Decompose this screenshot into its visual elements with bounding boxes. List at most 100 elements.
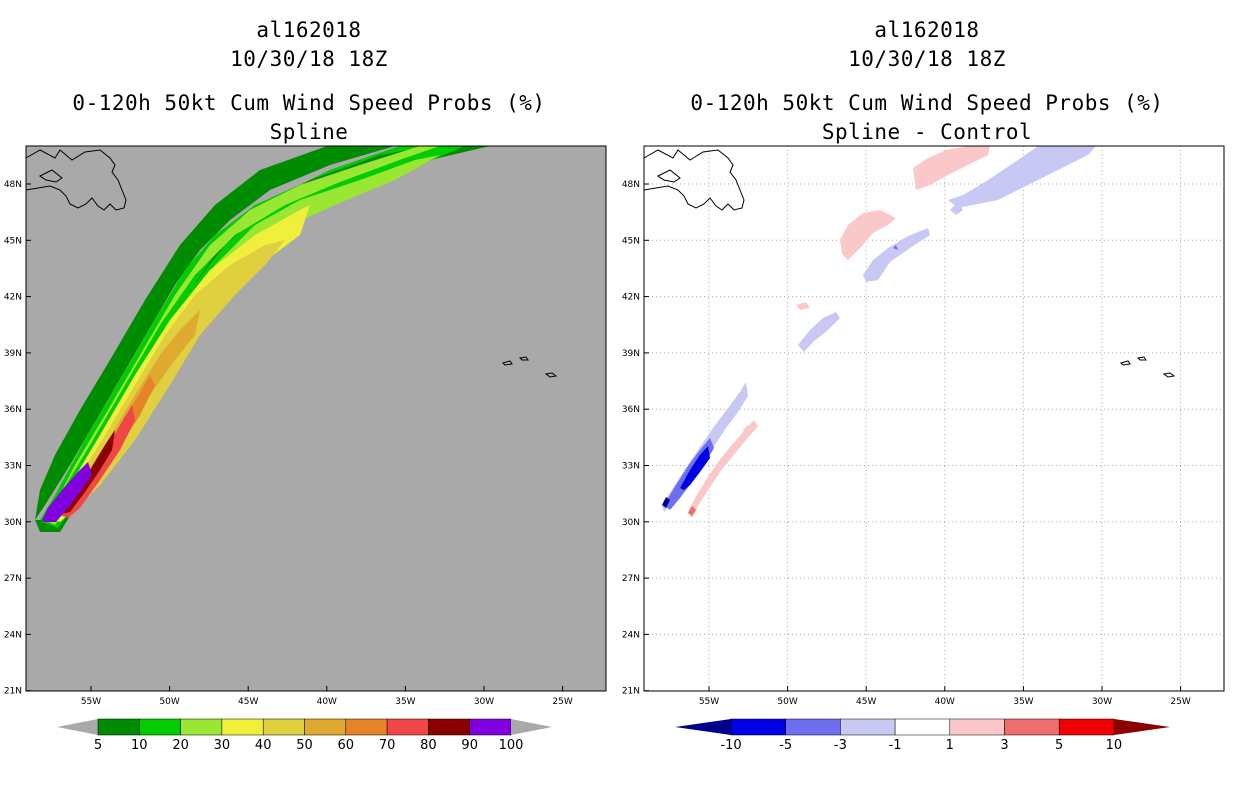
left-axes: 48N 45N 42N 39N 36N 33N 30N 27N 24N 21N 55W 50W 45W 4… — [4, 180, 573, 707]
lat-tick-label: 21N — [4, 687, 22, 697]
right-subtitle: Spline - Control — [821, 120, 1033, 144]
colorbar-label: 1 — [946, 738, 954, 753]
left-colorbar-labels: 5 10 20 30 40 50 60 70 80 90 100 — [94, 738, 524, 753]
diff-pos-1-swath-south — [688, 420, 758, 518]
lat-tick-label: 30N — [4, 518, 22, 528]
lat-tick-label: 36N — [4, 405, 22, 415]
colorbar-swatch — [1058, 718, 1115, 736]
diff-neg-1-far-north — [948, 146, 1096, 208]
right-colorbar-low-extension — [675, 719, 731, 735]
colorbar-label: -3 — [834, 738, 847, 753]
diff-pos-3 — [688, 506, 696, 516]
prob-contour-5 — [35, 146, 490, 520]
lon-tick-label: 25W — [552, 697, 572, 707]
right-colorbar-high-extension — [1114, 719, 1170, 735]
lon-tick-label: 40W — [317, 697, 337, 707]
colorbar-swatch — [840, 718, 896, 736]
diff-neg-1-mid — [798, 312, 840, 352]
colorbar-swatch — [428, 718, 470, 736]
right-colorbar: -10 -5 -3 -1 1 3 5 10 — [675, 718, 1170, 753]
colorbar-label: 50 — [296, 738, 313, 753]
left-panel: al162018 10/30/18 18Z 0-120h 50kt Cum Wi… — [4, 18, 607, 753]
colorbar-label: -1 — [889, 738, 902, 753]
lat-tick-label: 33N — [4, 462, 22, 472]
lon-tick-label: 55W — [81, 697, 101, 707]
lat-tick-label: 39N — [622, 349, 640, 359]
colorbar-swatch — [1004, 718, 1060, 736]
colorbar-label: -10 — [720, 738, 741, 753]
colorbar-label: 100 — [499, 738, 524, 753]
colorbar-swatch — [180, 718, 223, 736]
colorbar-swatch — [139, 718, 181, 736]
lat-tick-label: 33N — [622, 462, 640, 472]
colorbar-swatch — [894, 718, 951, 736]
diff-pos-1-spot — [743, 425, 751, 435]
right-axes: 48N 45N 42N 39N 36N 33N 30N 27N 24N 21N 55W 50W 45W 4… — [622, 180, 1191, 707]
lat-tick-label: 21N — [622, 687, 640, 697]
colorbar-swatch — [469, 718, 512, 736]
lon-tick-label: 45W — [238, 697, 258, 707]
colorbar-label: 10 — [131, 738, 148, 753]
lat-tick-label: 42N — [4, 293, 22, 303]
colorbar-swatch — [262, 718, 305, 736]
right-map-background — [644, 146, 1224, 691]
right-colorbar-labels: -10 -5 -3 -1 1 3 5 10 — [720, 738, 1122, 753]
colorbar-swatch — [97, 718, 140, 736]
colorbar-label: 20 — [172, 738, 189, 753]
lon-tick-label: 45W — [856, 697, 876, 707]
diff-neg-10 — [662, 497, 670, 508]
colorbar-label: 5 — [94, 738, 102, 753]
right-difference-field — [662, 146, 1096, 518]
colorbar-swatch — [386, 718, 429, 736]
lat-tick-label: 27N — [4, 574, 22, 584]
left-colorbar-low-extension — [57, 719, 98, 735]
left-storm-id: al162018 — [256, 18, 362, 42]
colorbar-swatch — [221, 718, 264, 736]
lat-tick-label: 45N — [622, 236, 640, 246]
lon-tick-label: 35W — [1013, 697, 1033, 707]
diff-neg-5 — [680, 446, 710, 490]
colorbar-label: 30 — [214, 738, 231, 753]
lon-tick-label: 30W — [474, 697, 494, 707]
colorbar-swatch — [730, 718, 786, 736]
lat-tick-label: 36N — [622, 405, 640, 415]
left-subtitle: Spline — [269, 120, 349, 144]
colorbar-swatch — [304, 718, 347, 736]
colorbar-label: -5 — [779, 738, 792, 753]
lat-tick-label: 24N — [4, 630, 22, 640]
colorbar-label: 5 — [1055, 738, 1063, 753]
colorbar-swatch — [345, 718, 388, 736]
right-panel: al162018 10/30/18 18Z 0-120h 50kt Cum Wi… — [618, 0, 1236, 800]
left-map: 48N 45N 42N 39N 36N 33N 30N 27N 24N 21N 55W 50W 45W 4… — [4, 145, 607, 753]
lon-tick-label: 50W — [777, 697, 797, 707]
lon-tick-label: 55W — [699, 697, 719, 707]
lat-tick-label: 48N — [622, 180, 640, 190]
left-colorbar-high-extension — [511, 719, 552, 735]
colorbar-label: 80 — [420, 738, 437, 753]
right-colorbar-boxes — [730, 718, 1115, 736]
right-storm-id: al162018 — [874, 18, 980, 42]
right-map: 48N 45N 42N 39N 36N 33N 30N 27N 24N 21N 55W 50W 45W 4… — [622, 145, 1225, 753]
left-probability-swath — [35, 146, 490, 532]
right-map-frame — [643, 145, 1225, 692]
diff-neg-1-small — [950, 202, 963, 215]
left-product-title: 0-120h 50kt Cum Wind Speed Probs (%) — [72, 91, 546, 115]
lon-tick-label: 40W — [935, 697, 955, 707]
lon-tick-label: 35W — [395, 697, 415, 707]
lon-tick-label: 25W — [1170, 697, 1190, 707]
diff-neg-1-north — [863, 228, 930, 282]
lat-tick-label: 48N — [4, 180, 22, 190]
left-colorbar: 5 10 20 30 40 50 60 70 80 90 100 — [57, 718, 552, 753]
diff-neg-5-dot — [893, 245, 898, 250]
right-coastline — [643, 149, 1176, 378]
colorbar-swatch — [785, 718, 841, 736]
left-map-frame — [25, 145, 607, 692]
colorbar-swatch — [949, 718, 1005, 736]
lat-tick-label: 42N — [622, 293, 640, 303]
colorbar-label: 70 — [379, 738, 396, 753]
left-colorbar-boxes — [97, 718, 512, 736]
left-datetime: 10/30/18 18Z — [230, 47, 388, 71]
lat-tick-label: 27N — [622, 574, 640, 584]
colorbar-label: 60 — [338, 738, 355, 753]
lat-tick-label: 30N — [622, 518, 640, 528]
